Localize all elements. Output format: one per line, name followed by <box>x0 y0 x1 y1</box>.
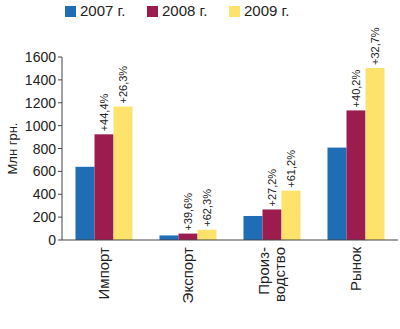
bar <box>366 68 385 240</box>
y-tick <box>58 79 62 80</box>
y-tick-label: 200 <box>33 209 57 225</box>
x-tick-label-line: водство <box>271 247 288 302</box>
y-tick <box>58 171 62 172</box>
x-tick-label: Рынок <box>347 247 364 291</box>
y-tick <box>58 125 62 126</box>
y-axis-line <box>62 57 63 240</box>
y-tick-label: 1600 <box>25 49 56 65</box>
change-label: +32,7% <box>369 27 381 65</box>
y-axis: 0 200 400 600 800 1000 1200 1400 1600 <box>25 49 62 248</box>
x-tick-label: Экспорт <box>179 247 196 303</box>
legend-swatch <box>65 6 76 17</box>
change-label: +40,2% <box>350 70 362 108</box>
bar <box>244 216 263 240</box>
bar <box>347 110 366 240</box>
y-tick-label: 1200 <box>25 95 56 111</box>
change-label: +61,2% <box>285 150 297 188</box>
y-tick <box>58 148 62 149</box>
change-label: +27,2% <box>266 169 278 207</box>
y-tick-label: 400 <box>33 186 57 202</box>
bar <box>328 148 347 240</box>
y-tick <box>58 194 62 195</box>
y-tick-label: 600 <box>33 163 57 179</box>
y-tick-label: 0 <box>48 232 56 248</box>
bar <box>282 191 301 240</box>
y-tick-label: 800 <box>33 141 57 157</box>
change-label: +44,4% <box>98 93 110 131</box>
change-label: +26,3% <box>117 66 129 104</box>
bar <box>114 107 133 240</box>
x-tick-label-line: Рынок <box>347 247 364 291</box>
bar <box>198 230 217 240</box>
y-tick <box>58 217 62 218</box>
bar <box>263 209 282 240</box>
x-tick-label-line: Импорт <box>95 247 112 300</box>
change-label: +62,3% <box>201 189 213 227</box>
y-tick <box>58 240 62 241</box>
legend: 2007 г. 2008 г. 2009 г. <box>65 2 289 19</box>
bar <box>160 235 179 240</box>
y-tick <box>58 57 62 58</box>
legend-label: 2007 г. <box>80 2 125 19</box>
x-tick-label: Импорт <box>95 247 112 300</box>
y-tick <box>58 102 62 103</box>
change-label: +39,6% <box>182 193 194 231</box>
y-axis-label: Млн грн. <box>5 123 20 175</box>
chart: 2007 г. 2008 г. 2009 г. Млн грн. 0 200 400 600 8… <box>0 0 400 329</box>
legend-swatch <box>229 6 240 17</box>
legend-swatch <box>147 6 158 17</box>
y-tick-label: 1400 <box>25 72 56 88</box>
x-axis: Импорт Экспорт Произ-водство Рынок <box>95 247 364 304</box>
x-axis-line <box>62 240 398 241</box>
x-tick-label-line: Экспорт <box>179 247 196 303</box>
x-tick-label: Произ-водство <box>255 247 288 302</box>
bar <box>95 134 114 240</box>
x-tick-label-line: Произ- <box>255 247 272 295</box>
legend-label: 2008 г. <box>162 2 207 19</box>
y-tick-label: 1000 <box>25 118 56 134</box>
bar <box>179 234 198 240</box>
legend-label: 2009 г. <box>244 2 289 19</box>
bar <box>76 167 95 240</box>
change-labels: +44,4% +39,6% +27,2% +40,2% +26,3% +62,3% +61,… <box>98 27 381 230</box>
